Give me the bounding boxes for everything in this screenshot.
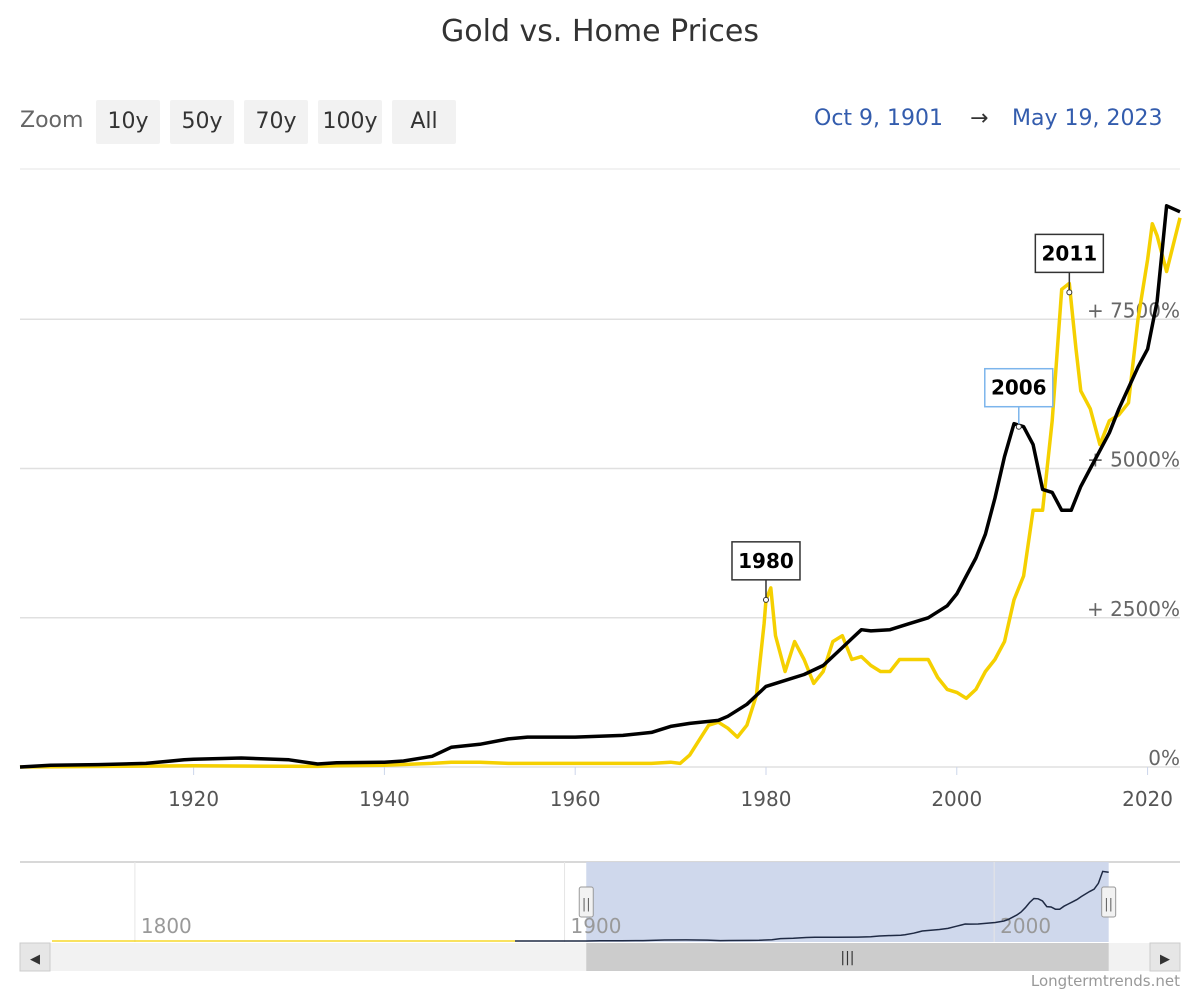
zoom-100y-button[interactable]: 100y xyxy=(318,100,382,144)
annotation-box xyxy=(1034,233,1105,274)
handle-grip[interactable] xyxy=(578,886,594,918)
credit-link[interactable]: Longtermtrends.net xyxy=(1030,972,1180,990)
chart-title: Gold vs. Home Prices xyxy=(441,14,759,49)
annotation-point xyxy=(1066,289,1073,296)
scroll-right-button[interactable] xyxy=(1149,942,1181,972)
zoom-50y-button[interactable]: 50y xyxy=(170,100,234,144)
annotation-point xyxy=(762,596,769,603)
navigator-selected-range[interactable] xyxy=(586,862,1109,942)
range-from-input[interactable]: Oct 9, 1901 xyxy=(814,106,944,131)
x-tick-label: 1940 xyxy=(359,787,410,811)
home-price-series-line[interactable] xyxy=(19,204,1181,769)
annotation-box xyxy=(731,541,801,581)
annotation-box xyxy=(984,367,1054,408)
handle-grip[interactable] xyxy=(1101,886,1117,918)
annotation-label-2006: 2006 xyxy=(991,376,1047,400)
range-to-input[interactable]: May 19, 2023 xyxy=(1012,106,1163,131)
navigator-left-handle[interactable]: || xyxy=(578,886,594,918)
x-tick-label: 2000 xyxy=(931,787,982,811)
y-tick-label: + 5000% xyxy=(1087,448,1180,472)
handle-grip-glyph: || xyxy=(582,897,591,912)
navigator-tick-label: 2000 xyxy=(1000,914,1051,938)
x-tick-label: 2020 xyxy=(1122,787,1173,811)
annotation-label-1980: 1980 xyxy=(738,549,794,573)
zoom-all-button[interactable]: All xyxy=(392,100,456,144)
zoom-70y-button[interactable]: 70y xyxy=(244,100,308,144)
x-tick-label: 1920 xyxy=(168,787,219,811)
navigator-home-line xyxy=(515,870,1109,942)
y-tick-label: 0% xyxy=(1148,746,1180,770)
scroll-left-arrow-icon: ◀ xyxy=(30,952,40,967)
zoom-10y-button[interactable]: 10y xyxy=(96,100,160,144)
x-tick-label: 1980 xyxy=(741,787,792,811)
annotation-point xyxy=(1015,423,1022,430)
scroll-right-arrow-icon: ▶ xyxy=(1160,952,1170,967)
scrollbar-track[interactable] xyxy=(20,943,1180,971)
scrollbar-thumb[interactable] xyxy=(586,943,1109,971)
annotation-label-2011: 2011 xyxy=(1042,241,1098,265)
x-tick-label: 1960 xyxy=(550,787,601,811)
gold-price-series-line[interactable] xyxy=(19,217,1182,769)
navigator-tick-label: 1800 xyxy=(141,914,192,938)
handle-grip-glyph: || xyxy=(1104,897,1113,912)
scroll-left-button[interactable] xyxy=(19,942,51,972)
navigator-tick-label: 1900 xyxy=(571,914,622,938)
zoom-label: Zoom xyxy=(20,108,84,133)
navigator-right-handle[interactable]: || xyxy=(1101,886,1117,918)
y-tick-label: + 2500% xyxy=(1087,597,1180,621)
scrollbar-thumb-grip: ||| xyxy=(840,950,854,966)
range-arrow: → xyxy=(970,106,989,131)
y-tick-label: + 7500% xyxy=(1087,298,1180,322)
